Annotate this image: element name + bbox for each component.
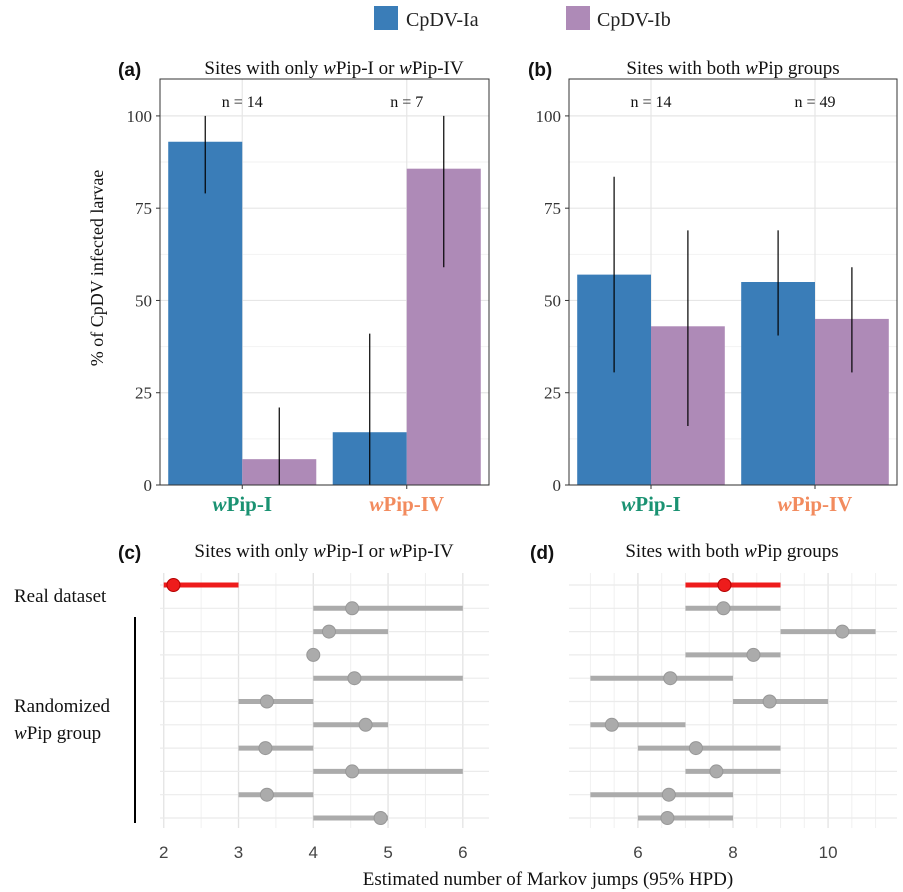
panel-a: (a) Sites with only wPip-I or wPip-IV % …: [87, 58, 490, 516]
panel-b: (b) Sites with both wPip groups 0 25 50 75 1…: [528, 58, 898, 516]
panel-d-random-point: [709, 764, 724, 779]
panel-b-ytick-label: 50: [544, 291, 561, 310]
panel-c-random-point: [347, 671, 362, 686]
panel-c-plot: 2 3 4 5 6: [159, 573, 489, 862]
panel-d-label: (d): [530, 543, 554, 564]
panel-b-ytick-label: 75: [544, 199, 561, 218]
panel-d: (d) Sites with both wPip groups 6 8 10: [530, 541, 897, 862]
panel-d-random-point: [663, 671, 678, 686]
panel-b-plot: 0 25 50 75 100 n = 14 wPip-I n = 49 wPip-IV: [536, 78, 898, 516]
panel-c-random-point: [345, 764, 360, 779]
panel-b-title: Sites with both wPip groups: [626, 58, 839, 79]
panel-b-label: (b): [528, 60, 552, 81]
bottom-xlabel: Estimated number of Markov jumps (95% HP…: [363, 869, 733, 890]
panel-c-xtick-label: 5: [383, 843, 392, 862]
panel-a-bar-ia: [168, 141, 243, 485]
panel-a-plot: 0 25 50 75 100 n = 14 wPip-I n = 7 wPip-IV: [127, 78, 490, 516]
legend-label-ib: CpDV-Ib: [597, 9, 671, 31]
panel-c-title: Sites with only wPip-I or wPip-IV: [194, 541, 453, 562]
panel-a-ylabel: % of CpDV infected larvae: [87, 170, 107, 367]
panel-b-n-label: n = 14: [630, 94, 671, 111]
panel-b-n-label: n = 49: [794, 94, 835, 111]
panel-a-ytick-label: 0: [144, 476, 153, 495]
panel-b-ytick-label: 25: [544, 384, 561, 403]
legend-label-ia: CpDV-Ia: [406, 9, 479, 31]
real-dataset-label: Real dataset: [14, 586, 107, 607]
panel-c-random-point: [345, 601, 360, 616]
panel-a-n-label: n = 7: [390, 94, 423, 111]
panel-a-ytick-label: 50: [135, 291, 152, 310]
randomized-label-line1: Randomized: [14, 696, 111, 717]
panel-c-real-point: [166, 578, 181, 592]
panel-c-random-point: [373, 811, 388, 825]
panel-c: (c) Sites with only wPip-I or wPip-IV Re…: [14, 541, 489, 862]
panel-b-category-label: wPip-IV: [778, 492, 853, 516]
panel-d-random-point: [762, 694, 777, 709]
panel-d-random-point: [660, 811, 675, 825]
panel-c-xtick-label: 4: [309, 843, 318, 862]
panel-a-n-label: n = 14: [222, 94, 263, 111]
panel-d-random-point: [688, 741, 703, 756]
randomized-label-line2: wPip group: [14, 723, 101, 744]
panel-a-title: Sites with only wPip-I or wPip-IV: [204, 58, 463, 79]
panel-a-label: (a): [118, 60, 141, 81]
panel-b-category-label: wPip-I: [621, 492, 681, 516]
panel-a-ytick-label: 75: [135, 199, 152, 218]
panel-c-random-point: [259, 787, 274, 802]
legend-swatch-ib: [566, 6, 590, 30]
panel-c-random-point: [259, 694, 274, 709]
panel-c-random-point: [258, 741, 273, 756]
panel-d-random-point: [604, 717, 619, 732]
panel-d-random-point: [746, 647, 761, 662]
panel-d-xtick-label: 10: [819, 843, 838, 862]
panel-a-category-label: wPip-IV: [369, 492, 444, 516]
panel-a-frame: [159, 78, 490, 486]
panel-a-category-label: wPip-I: [212, 492, 272, 516]
legend-swatch-ia: [374, 6, 398, 30]
panel-d-random-point: [661, 787, 676, 802]
panel-d-xtick-label: 8: [728, 843, 737, 862]
panel-c-xtick-label: 3: [234, 843, 243, 862]
panel-b-ytick-label: 100: [536, 107, 562, 126]
panel-d-xtick-label: 6: [633, 843, 642, 862]
panel-d-random-point: [716, 601, 731, 616]
panel-c-random-point: [321, 624, 336, 639]
panel-d-real-point: [717, 578, 732, 592]
panel-c-xtick-label: 2: [159, 843, 168, 862]
panel-a-ytick-label: 25: [135, 384, 152, 403]
panel-c-random-point: [358, 717, 373, 732]
panel-c-label: (c): [118, 543, 141, 564]
panel-c-xtick-label: 6: [458, 843, 467, 862]
panel-c-random-point: [306, 647, 321, 662]
panel-d-plot: 6 8 10: [569, 573, 897, 862]
panel-d-title: Sites with both wPip groups: [625, 541, 838, 562]
panel-d-random-point: [835, 624, 850, 639]
panel-b-frame: [568, 78, 898, 486]
legend: CpDV-Ia CpDV-Ib: [374, 6, 671, 31]
panel-a-ytick-label: 100: [127, 107, 153, 126]
panel-b-ytick-label: 0: [553, 476, 562, 495]
